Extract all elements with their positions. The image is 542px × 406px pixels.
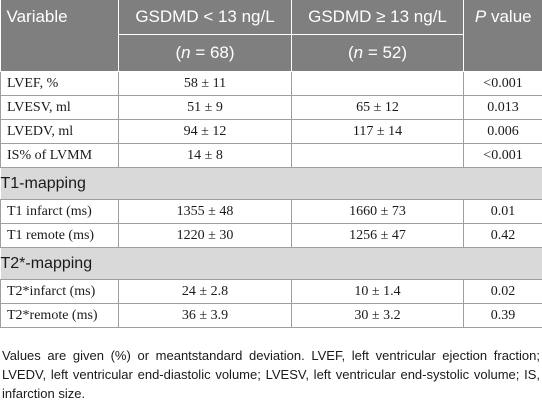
header-group-low: GSDMD < 13 ng/L <box>118 0 292 35</box>
cell-p-value: 0.39 <box>463 303 542 328</box>
row-label: IS% of LVMM <box>0 143 119 168</box>
header-p-value: P value <box>463 0 542 35</box>
table-footnote: Values are given (%) or meantstandard de… <box>2 348 540 401</box>
row-label: LVESV, ml <box>0 95 119 120</box>
table-row: T1 infarct (ms) 1355 ± 48 1660 ± 73 0.01 <box>0 199 542 224</box>
n-low-open: ( <box>175 43 182 62</box>
header-p-rest: value <box>486 7 532 27</box>
cell-group-high <box>291 71 464 96</box>
cell-group-low: 51 ± 9 <box>118 95 292 120</box>
header-group-high: GSDMD ≥ 13 ng/L <box>291 0 464 35</box>
cell-p-value: 0.006 <box>463 119 542 144</box>
table-row: LVEDV, ml 94 ± 12 117 ± 14 0.006 <box>0 119 542 144</box>
table-row: T2*infarct (ms) 24 ± 2.8 10 ± 1.4 0.02 <box>0 279 542 304</box>
cell-p-value: <0.001 <box>463 71 542 96</box>
table-row: LVESV, ml 51 ± 9 65 ± 12 0.013 <box>0 95 542 120</box>
cell-group-low: 94 ± 12 <box>118 119 292 144</box>
header-empty-left <box>0 34 119 72</box>
row-label: T2*remote (ms) <box>0 303 119 328</box>
cell-p-value: 0.02 <box>463 279 542 304</box>
header-n-low: (n = 68) <box>118 34 292 72</box>
cell-group-low: 1220 ± 30 <box>118 223 292 248</box>
n-low-letter: n <box>181 43 191 62</box>
cell-group-low: 1355 ± 48 <box>118 199 292 224</box>
cell-p-value: 0.01 <box>463 199 542 224</box>
n-high-open: ( <box>347 43 354 62</box>
cell-group-high: 10 ± 1.4 <box>291 279 464 304</box>
n-high-rest: = 52) <box>363 43 408 62</box>
cell-group-low: 24 ± 2.8 <box>118 279 292 304</box>
section-title-t2: T2*-mapping <box>0 247 542 280</box>
row-label: LVEF, % <box>0 71 119 96</box>
section-row-t2: T2*-mapping <box>0 247 542 280</box>
cell-group-high: 1660 ± 73 <box>291 199 464 224</box>
section-title-t1: T1-mapping <box>0 167 542 200</box>
cell-group-high <box>291 143 464 168</box>
header-empty-right <box>463 34 542 72</box>
header-n-high: (n = 52) <box>291 34 464 72</box>
cell-group-high: 30 ± 3.2 <box>291 303 464 328</box>
cell-group-low: 36 ± 3.9 <box>118 303 292 328</box>
table-row: T1 remote (ms) 1220 ± 30 1256 ± 47 0.42 <box>0 223 542 248</box>
table-row: IS% of LVMM 14 ± 8 <0.001 <box>0 143 542 168</box>
row-label: LVEDV, ml <box>0 119 119 144</box>
table-row: LVEF, % 58 ± 11 <0.001 <box>0 71 542 96</box>
cell-group-low: 58 ± 11 <box>118 71 292 96</box>
n-high-letter: n <box>353 43 364 62</box>
header-p-letter: P <box>474 7 487 27</box>
section-row-t1: T1-mapping <box>0 167 542 200</box>
row-label: T2*infarct (ms) <box>0 279 119 304</box>
header-row: Variable GSDMD < 13 ng/L GSDMD ≥ 13 ng/L… <box>0 0 542 35</box>
data-table-container: Variable GSDMD < 13 ng/L GSDMD ≥ 13 ng/L… <box>0 0 542 328</box>
row-label: T1 remote (ms) <box>0 223 119 248</box>
cell-p-value: <0.001 <box>463 143 542 168</box>
cell-group-low: 14 ± 8 <box>118 143 292 168</box>
cell-p-value: 0.42 <box>463 223 542 248</box>
data-table: Variable GSDMD < 13 ng/L GSDMD ≥ 13 ng/L… <box>0 0 542 328</box>
cell-group-high: 65 ± 12 <box>291 95 464 120</box>
cell-group-high: 1256 ± 47 <box>291 223 464 248</box>
n-low-rest: = 68) <box>190 43 235 62</box>
header-variable: Variable <box>0 0 119 35</box>
cell-p-value: 0.013 <box>463 95 542 120</box>
header-n-row: (n = 68) (n = 52) <box>0 34 542 72</box>
table-row: T2*remote (ms) 36 ± 3.9 30 ± 3.2 0.39 <box>0 303 542 328</box>
cell-group-high: 117 ± 14 <box>291 119 464 144</box>
row-label: T1 infarct (ms) <box>0 199 119 224</box>
